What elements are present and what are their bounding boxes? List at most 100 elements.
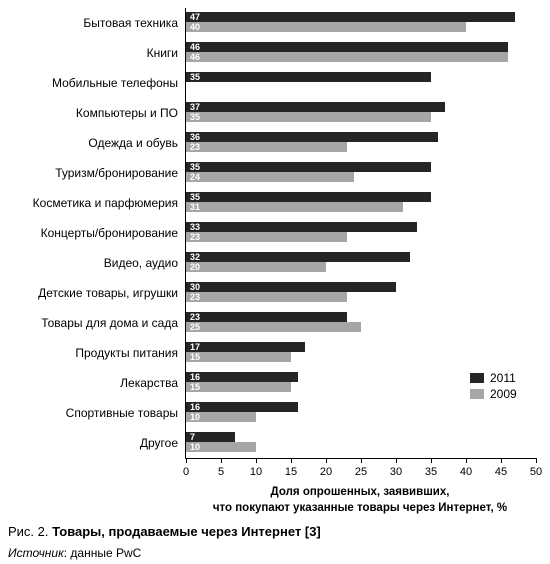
chart-row: Косметика и парфюмерия3531: [186, 188, 536, 218]
bar-s2011: 23: [186, 312, 347, 322]
bar-value: 35: [190, 72, 200, 82]
category-label: Спортивные товары: [1, 398, 178, 428]
category-label: Лекарства: [1, 368, 178, 398]
bar-s2009: 15: [186, 352, 291, 362]
chart-row: Продукты питания1715: [186, 338, 536, 368]
x-tick: [256, 458, 257, 463]
figure-title: Товары, продаваемые через Интернет [3]: [52, 524, 321, 539]
x-tick: [186, 458, 187, 463]
x-tick: [361, 458, 362, 463]
bar-value: 10: [190, 442, 200, 452]
bar-value: 7: [190, 432, 195, 442]
bar-s2011: 16: [186, 402, 298, 412]
bar-value: 36: [190, 132, 200, 142]
category-label: Бытовая техника: [1, 8, 178, 38]
legend-item: 2011: [470, 370, 517, 386]
bar-s2009: 23: [186, 292, 347, 302]
bar-value: 15: [190, 352, 200, 362]
bar-value: 35: [190, 162, 200, 172]
bar-s2011: 16: [186, 372, 298, 382]
bar-s2011: 33: [186, 222, 417, 232]
x-tick: [326, 458, 327, 463]
bar-s2009: 25: [186, 322, 361, 332]
category-label: Книги: [1, 38, 178, 68]
bar-s2011: 35: [186, 162, 431, 172]
bar-s2011: 37: [186, 102, 445, 112]
x-tick-label: 30: [390, 466, 402, 478]
chart-row: Спортивные товары1610: [186, 398, 536, 428]
bar-s2011: 47: [186, 12, 515, 22]
figure-caption: Рис. 2. Товары, продаваемые через Интерн…: [8, 524, 321, 539]
chart-row: Концерты/бронирование3323: [186, 218, 536, 248]
category-label: Косметика и парфюмерия: [1, 188, 178, 218]
bar-s2011: 35: [186, 192, 431, 202]
chart-row: Компьютеры и ПО3735: [186, 98, 536, 128]
bar-value: 24: [190, 172, 200, 182]
chart-row: Товары для дома и сада2325: [186, 308, 536, 338]
category-label: Мобильные телефоны: [1, 68, 178, 98]
bar-value: 16: [190, 372, 200, 382]
x-tick: [501, 458, 502, 463]
bar-s2009: 35: [186, 112, 431, 122]
x-tick-label: 5: [218, 466, 224, 478]
x-tick: [396, 458, 397, 463]
bar-value: 40: [190, 22, 200, 32]
category-label: Туризм/бронирование: [1, 158, 178, 188]
x-tick-label: 25: [355, 466, 367, 478]
bar-s2011: 30: [186, 282, 396, 292]
x-tick-label: 40: [460, 466, 472, 478]
legend: 2011 2009: [470, 370, 517, 402]
bar-s2009: 15: [186, 382, 291, 392]
bar-s2009: 20: [186, 262, 326, 272]
chart-row: Мобильные телефоны35: [186, 68, 536, 98]
source-label: Источник: [8, 546, 64, 560]
bar-s2011: 17: [186, 342, 305, 352]
chart-row: Видео, аудио3220: [186, 248, 536, 278]
category-label: Концерты/бронирование: [1, 218, 178, 248]
bar-value: 15: [190, 382, 200, 392]
x-tick-label: 35: [425, 466, 437, 478]
figure-label: Рис. 2.: [8, 524, 49, 539]
x-tick-label: 10: [250, 466, 262, 478]
chart-row: Одежда и обувь3623: [186, 128, 536, 158]
xaxis-title-line1: Доля опрошенных, заявивших,: [271, 486, 450, 498]
bar-value: 47: [190, 12, 200, 22]
chart-row: Книги4646: [186, 38, 536, 68]
bar-value: 17: [190, 342, 200, 352]
bar-value: 32: [190, 252, 200, 262]
bar-s2011: 35: [186, 72, 431, 82]
x-tick-label: 45: [495, 466, 507, 478]
bar-value: 23: [190, 232, 200, 242]
chart-row: Туризм/бронирование3524: [186, 158, 536, 188]
bar-value: 10: [190, 412, 200, 422]
bar-value: 33: [190, 222, 200, 232]
legend-label: 2009: [490, 387, 517, 401]
bar-s2009: 10: [186, 442, 256, 452]
legend-label: 2011: [490, 371, 516, 385]
category-label: Компьютеры и ПО: [1, 98, 178, 128]
legend-item: 2009: [470, 386, 517, 402]
x-tick: [221, 458, 222, 463]
category-label: Товары для дома и сада: [1, 308, 178, 338]
bar-value: 35: [190, 192, 200, 202]
bar-value: 35: [190, 112, 200, 122]
category-label: Одежда и обувь: [1, 128, 178, 158]
bar-value: 23: [190, 142, 200, 152]
legend-swatch: [470, 373, 484, 383]
xaxis-title: Доля опрошенных, заявивших, что покупают…: [185, 485, 535, 516]
bar-value: 37: [190, 102, 200, 112]
bar-value: 46: [190, 42, 200, 52]
bar-value: 23: [190, 312, 200, 322]
x-tick-label: 20: [320, 466, 332, 478]
x-tick: [431, 458, 432, 463]
source-text: : данные PwC: [64, 546, 142, 560]
bar-value: 31: [190, 202, 200, 212]
bar-value: 23: [190, 292, 200, 302]
bar-value: 25: [190, 322, 200, 332]
x-tick: [466, 458, 467, 463]
bar-s2009: 24: [186, 172, 354, 182]
bar-s2009: 40: [186, 22, 466, 32]
x-tick-label: 0: [183, 466, 189, 478]
bar-s2009: 10: [186, 412, 256, 422]
x-tick: [536, 458, 537, 463]
